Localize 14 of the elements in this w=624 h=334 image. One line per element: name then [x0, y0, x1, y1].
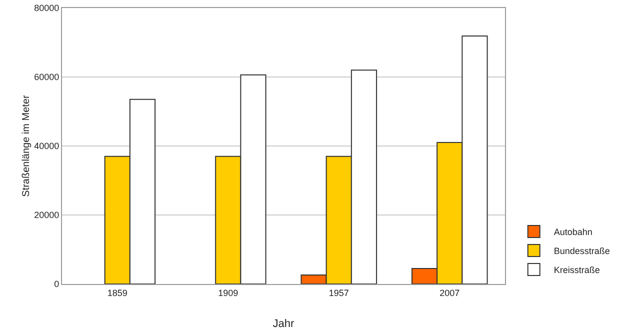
y-axis-title: Straßenlänge im Meter: [21, 94, 32, 197]
y-tick-label: 0: [54, 279, 60, 290]
y-tick-label: 80000: [34, 3, 60, 14]
x-tick-label: 1957: [328, 288, 349, 298]
legend-label: Kreisstraße: [554, 265, 600, 276]
legend-label: Bundesstraße: [554, 246, 610, 256]
y-tick-label: 60000: [34, 72, 60, 82]
x-tick-label: 1909: [218, 288, 238, 298]
y-tick-label: 40000: [34, 141, 60, 152]
y-tick-label: 20000: [34, 210, 60, 220]
legend-label: Autobahn: [554, 227, 592, 238]
x-tick-label: 2007: [440, 288, 460, 298]
x-tick-label: 1859: [107, 288, 128, 298]
x-axis-title: Jahr: [272, 318, 295, 330]
